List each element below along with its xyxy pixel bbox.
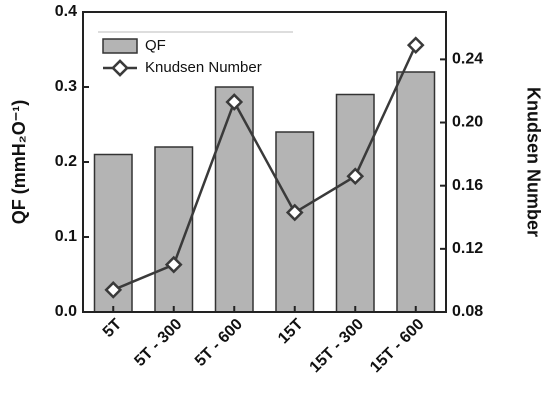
- x-tick-label: 15T - 300: [307, 316, 368, 377]
- line: [112, 44, 417, 292]
- x-tick-label: 5T - 600: [192, 316, 246, 370]
- legend-label: Knudsen Number: [145, 59, 262, 76]
- y2-tick-label: 0.08: [452, 303, 483, 320]
- y-tick-label: 0.2: [55, 153, 77, 170]
- legend-label: QF: [145, 37, 166, 54]
- plot-frame: [82, 11, 447, 313]
- x-tick-label: 15T - 600: [367, 316, 428, 377]
- y2-tick-label: 0.12: [452, 240, 483, 257]
- bar: [396, 71, 436, 313]
- y2-tick-label: 0.16: [452, 177, 483, 194]
- marker: [225, 93, 244, 111]
- marker: [164, 255, 183, 274]
- bar: [335, 93, 375, 313]
- y-tick-label: 0.0: [55, 303, 77, 320]
- marker: [104, 281, 123, 299]
- legend-swatch: [102, 38, 138, 54]
- y-tick-label: 0.3: [55, 78, 77, 95]
- y2-tick-label: 0.24: [452, 51, 483, 68]
- y-axis-label: QF (mmH₂O⁻¹): [9, 100, 29, 225]
- x-tick-label: 15T: [275, 316, 307, 348]
- bar: [214, 86, 254, 313]
- x-tick-label: 5T: [100, 316, 125, 341]
- legend-marker: [111, 59, 129, 77]
- marker: [285, 203, 304, 222]
- y2-tick-label: 0.20: [452, 114, 483, 131]
- y-tick-label: 0.1: [55, 228, 77, 245]
- x-tick-label: 5T - 300: [131, 316, 185, 370]
- y2-axis-label: Knudsen Number: [523, 87, 543, 237]
- y-tick-label: 0.4: [55, 3, 77, 20]
- marker: [346, 167, 365, 186]
- bar: [275, 131, 315, 313]
- marker: [406, 36, 425, 54]
